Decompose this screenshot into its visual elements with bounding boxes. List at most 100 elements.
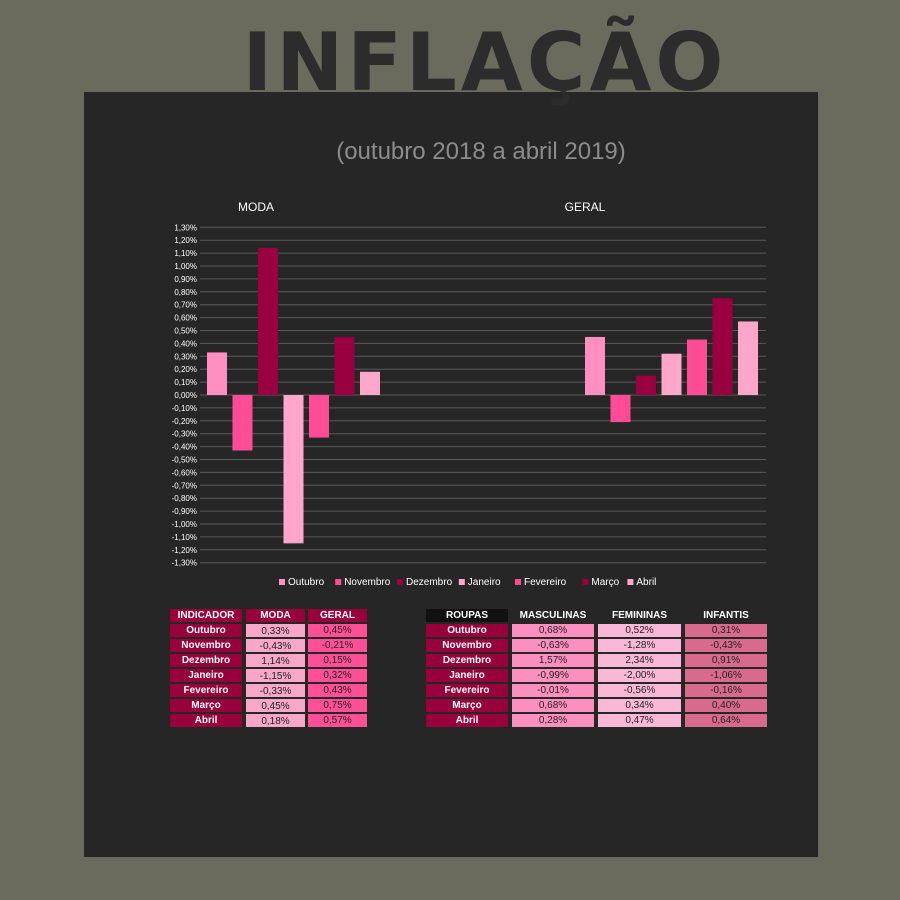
table-row-label: Fevereiro [170, 684, 242, 697]
legend-label: Janeiro [468, 577, 501, 588]
table-cell: 1,14% [246, 654, 305, 667]
table-cell: 0,64% [685, 714, 767, 727]
table-cell: -0,56% [598, 684, 681, 697]
table-cell: -0,63% [512, 639, 594, 652]
y-tick-label: 0,20% [174, 365, 197, 374]
table-cell: -0,16% [685, 684, 767, 697]
table-cell: 0,52% [598, 624, 681, 637]
table-header: INFANTIS [703, 610, 749, 621]
y-tick-label: -0,10% [172, 404, 197, 413]
table-cell: 0,68% [512, 624, 594, 637]
y-tick-label: 1,20% [174, 236, 197, 245]
table-cell: 0,31% [685, 624, 767, 637]
legend-label: Novembro [344, 577, 391, 588]
table-row-label: Novembro [426, 639, 508, 652]
table-cell: 0,68% [512, 699, 594, 712]
category-label: GERAL [565, 200, 606, 214]
table-cell: 0,34% [598, 699, 681, 712]
category-label: MODA [238, 200, 274, 214]
table-cell: 0,15% [308, 654, 367, 667]
legend-swatch [335, 579, 342, 585]
legend-label: Fevereiro [524, 577, 567, 588]
table-cell: 0,28% [512, 714, 594, 727]
dark-panel [84, 92, 818, 857]
table-cell: 0,47% [598, 714, 681, 727]
y-tick-label: -0,80% [172, 494, 197, 503]
table-row-label: Abril [170, 714, 242, 727]
table-row-label: Outubro [426, 624, 508, 637]
table-cell: 0,40% [685, 699, 767, 712]
y-tick-label: 1,30% [174, 223, 197, 232]
table-cell: -0,01% [512, 684, 594, 697]
y-tick-label: 0,50% [174, 327, 197, 336]
bar [283, 395, 304, 544]
table-cell: -0,43% [685, 639, 767, 652]
y-tick-label: -0,30% [172, 430, 197, 439]
table-cell: -0,21% [308, 639, 367, 652]
bar [687, 339, 707, 395]
legend-swatch [397, 579, 403, 585]
table-header: GERAL [308, 609, 367, 622]
bar [360, 371, 380, 395]
y-tick-label: -1,10% [172, 533, 197, 542]
legend-swatch [627, 579, 634, 585]
table-cell: 0,57% [308, 714, 367, 727]
y-tick-label: -0,20% [172, 417, 197, 426]
table-cell: 0,45% [308, 624, 367, 637]
table-row-label: Março [426, 699, 508, 712]
table-cell: 0,18% [246, 714, 305, 727]
table-header: MASCULINAS [519, 610, 587, 621]
table-cell: 1,57% [512, 654, 594, 667]
legend-swatch [458, 579, 465, 585]
table-cell: 0,33% [246, 624, 305, 637]
table-cell: -2,00% [598, 669, 681, 682]
table-row-label: Janeiro [170, 669, 242, 682]
table-row-label: Dezembro [426, 654, 508, 667]
bar [334, 336, 355, 395]
y-tick-label: -1,00% [172, 520, 197, 529]
legend-swatch [515, 579, 521, 585]
table-row-label: Fevereiro [426, 684, 508, 697]
page-subtitle: (outubro 2018 a abril 2019) [336, 138, 626, 165]
bar [585, 336, 605, 395]
bar [712, 298, 733, 395]
table-cell: -0,99% [512, 669, 594, 682]
y-tick-label: 0,30% [174, 352, 197, 361]
table-header: MODA [246, 609, 305, 622]
table-cell: 0,32% [308, 669, 367, 682]
table-cell: -1,06% [685, 669, 767, 682]
bar [258, 247, 278, 395]
legend-swatch [582, 579, 589, 585]
bar [309, 395, 329, 438]
table-cell: -0,33% [246, 684, 305, 697]
bar [207, 352, 227, 395]
bar [661, 353, 682, 395]
legend-label: Dezembro [406, 577, 453, 588]
table-cell: -1,28% [598, 639, 681, 652]
legend-label: Março [591, 577, 619, 588]
y-tick-label: 1,00% [174, 262, 197, 271]
table-cell: 0,43% [308, 684, 367, 697]
table-header: ROUPAS [426, 609, 508, 622]
y-tick-label: 0,80% [174, 288, 197, 297]
bar [738, 321, 758, 395]
table-header: FEMININAS [612, 610, 667, 621]
legend-label: Abril [636, 577, 656, 588]
table-cell: 2,34% [598, 654, 681, 667]
y-tick-label: -0,90% [172, 507, 197, 516]
legend-label: Outubro [288, 577, 325, 588]
table-cell: 0,45% [246, 699, 305, 712]
bar [636, 375, 656, 395]
y-tick-label: 0,00% [174, 391, 197, 400]
y-tick-label: 1,10% [174, 249, 197, 258]
y-tick-label: -0,60% [172, 468, 197, 477]
table-row-label: Março [170, 699, 242, 712]
y-tick-label: -1,20% [172, 546, 197, 555]
table-header: INDICADOR [170, 609, 242, 622]
bar [610, 395, 631, 423]
table-row-label: Janeiro [426, 669, 508, 682]
y-tick-label: 0,10% [174, 378, 197, 387]
legend-swatch [279, 579, 285, 585]
y-tick-label: 0,60% [174, 314, 197, 323]
